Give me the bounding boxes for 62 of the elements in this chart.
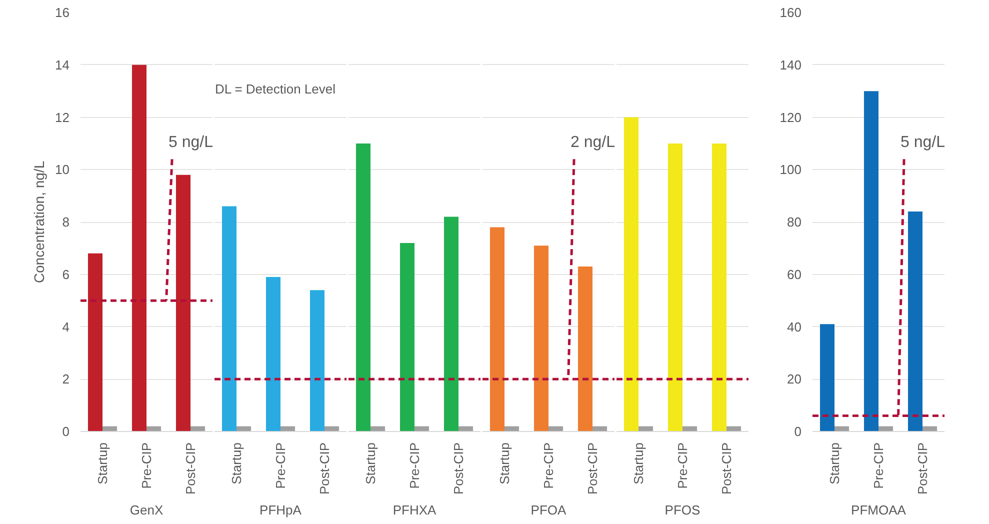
x-tick-label: Pre-CIP bbox=[675, 442, 690, 489]
annotation: DL = Detection Level bbox=[214, 81, 336, 96]
x-tick-label: Startup bbox=[95, 442, 110, 484]
bar bbox=[222, 206, 236, 432]
x-axis-title: PFOS bbox=[664, 502, 701, 518]
x-tick-label: Pre-CIP bbox=[871, 442, 886, 489]
y-tick-label: 4 bbox=[62, 319, 70, 334]
y-tick-label: 80 bbox=[787, 214, 802, 230]
x-tick-label: Post-CIP bbox=[719, 442, 734, 495]
bar bbox=[534, 246, 548, 432]
y-tick-label: 160 bbox=[780, 5, 802, 20]
x-tick-label: Startup bbox=[497, 442, 512, 484]
y-tick-label: 60 bbox=[787, 266, 802, 282]
y-tick-label: 10 bbox=[55, 162, 70, 178]
y-axis-title: Concentration, ng/L bbox=[31, 160, 48, 284]
x-tick-label: Post-CIP bbox=[451, 442, 466, 495]
bar bbox=[356, 143, 370, 432]
y-tick-label: 0 bbox=[62, 424, 70, 439]
ref-line-label: 5 ng/L bbox=[900, 134, 946, 151]
bar bbox=[400, 242, 414, 432]
ref-line-label: 2 ng/L bbox=[570, 134, 616, 151]
bar bbox=[88, 253, 102, 432]
x-tick-label: Startup bbox=[827, 442, 842, 484]
x-tick-label: Post-CIP bbox=[585, 442, 600, 495]
x-tick-label: Startup bbox=[363, 442, 378, 484]
bar bbox=[176, 174, 190, 432]
bar bbox=[578, 266, 592, 432]
y-tick-label: 16 bbox=[55, 5, 70, 20]
bar bbox=[908, 212, 922, 432]
x-tick-label: Pre-CIP bbox=[139, 442, 154, 489]
bar bbox=[132, 64, 146, 432]
x-tick-label: Post-CIP bbox=[183, 442, 198, 495]
y-tick-label: 2 bbox=[62, 372, 70, 387]
y-tick-label: 100 bbox=[780, 162, 802, 178]
bar bbox=[864, 91, 878, 432]
y-tick-label: 0 bbox=[794, 424, 802, 439]
y-tick-label: 120 bbox=[780, 110, 802, 125]
bar bbox=[310, 290, 324, 432]
x-tick-label: Pre-CIP bbox=[407, 442, 422, 489]
x-axis-title: PFHXA bbox=[392, 502, 436, 518]
x-axis-title: PFOA bbox=[530, 502, 567, 518]
x-axis-title: PFHpA bbox=[260, 502, 302, 518]
y-tick-label: 14 bbox=[55, 57, 70, 72]
bar bbox=[490, 227, 504, 432]
y-tick-label: 6 bbox=[62, 266, 70, 282]
x-axis-title: PFMOAA bbox=[851, 502, 906, 518]
x-tick-label: Pre-CIP bbox=[273, 442, 288, 489]
x-tick-label: Startup bbox=[631, 442, 646, 484]
x-tick-label: Post-CIP bbox=[317, 442, 332, 495]
x-tick-label: Post-CIP bbox=[915, 442, 930, 495]
ref-line-label: 5 ng/L bbox=[168, 134, 214, 151]
y-tick-label: 8 bbox=[62, 214, 70, 230]
bar bbox=[820, 324, 834, 432]
y-tick-label: 20 bbox=[787, 372, 802, 387]
y-tick-label: 40 bbox=[787, 319, 802, 334]
x-axis-title: GenX bbox=[130, 502, 164, 518]
y-tick-label: 12 bbox=[55, 110, 70, 125]
bar bbox=[266, 276, 280, 432]
x-tick-label: Startup bbox=[229, 442, 244, 484]
bar bbox=[444, 216, 458, 432]
x-tick-label: Pre-CIP bbox=[541, 442, 556, 489]
y-tick-label: 140 bbox=[780, 57, 802, 72]
